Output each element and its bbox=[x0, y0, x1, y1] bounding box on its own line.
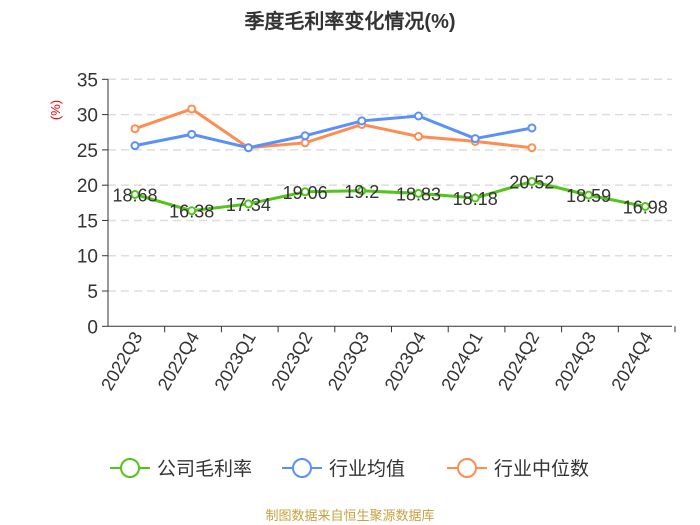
data-label: 19.06 bbox=[283, 183, 328, 203]
series-line bbox=[134, 107, 533, 150]
data-point bbox=[243, 143, 253, 153]
data-label: 17.34 bbox=[226, 195, 271, 215]
data-point bbox=[130, 141, 140, 151]
footer-source: 制图数据来自恒生聚源数据库 bbox=[265, 508, 434, 523]
legend-label[interactable]: 公司毛利率 bbox=[157, 458, 252, 480]
x-tick-label: 2022Q4 bbox=[154, 328, 203, 393]
data-point bbox=[584, 190, 594, 200]
y-tick-label: 0 bbox=[87, 317, 98, 338]
y-tick-label: 10 bbox=[77, 247, 98, 268]
data-point bbox=[527, 176, 537, 186]
data-label: 20.52 bbox=[509, 172, 554, 192]
x-tick-label: 2023Q1 bbox=[211, 328, 260, 393]
data-label: 16.98 bbox=[623, 197, 668, 217]
legend-label[interactable]: 行业均值 bbox=[329, 458, 405, 480]
data-label: 18.83 bbox=[396, 184, 441, 204]
data-point bbox=[414, 188, 423, 198]
y-tick-label: 35 bbox=[77, 70, 98, 91]
y-tick-label: 30 bbox=[77, 106, 98, 127]
y-tick-label: 15 bbox=[77, 211, 98, 232]
legend-label[interactable]: 行业中位数 bbox=[494, 458, 589, 480]
legend-swatch-marker bbox=[120, 458, 140, 478]
data-point bbox=[527, 123, 537, 133]
data-point bbox=[130, 124, 140, 134]
data-point bbox=[470, 193, 480, 203]
data-point bbox=[300, 138, 310, 148]
data-label: 18.59 bbox=[566, 186, 611, 206]
data-label: 19.2 bbox=[344, 182, 379, 202]
y-tick-label: 25 bbox=[77, 141, 98, 162]
data-point bbox=[187, 104, 197, 114]
data-point bbox=[130, 189, 140, 199]
series-line bbox=[134, 179, 646, 213]
data-point bbox=[414, 111, 423, 121]
data-point bbox=[640, 201, 650, 211]
data-point bbox=[527, 143, 537, 153]
y-tick-label: 20 bbox=[77, 176, 98, 197]
y-axis-label: (%) bbox=[48, 100, 63, 120]
data-point bbox=[470, 134, 480, 144]
x-tick-label: 2023Q3 bbox=[324, 328, 373, 393]
y-tick-label: 5 bbox=[87, 282, 98, 303]
x-tick-label: 2024Q3 bbox=[551, 328, 600, 393]
series-line bbox=[134, 114, 533, 150]
x-tick-label: 2023Q2 bbox=[267, 328, 316, 393]
data-label: 18.68 bbox=[112, 185, 157, 205]
data-point bbox=[357, 186, 367, 196]
data-label: 18.18 bbox=[453, 189, 498, 209]
data-label: 16.38 bbox=[169, 202, 214, 222]
data-point bbox=[300, 131, 310, 141]
data-point bbox=[243, 199, 253, 209]
chart-title: 季度毛利率变化情况(%) bbox=[243, 9, 455, 33]
data-point bbox=[187, 206, 197, 216]
x-tick-label: 2024Q2 bbox=[494, 328, 543, 393]
data-point bbox=[414, 131, 423, 141]
x-tick-label: 2022Q3 bbox=[97, 328, 146, 393]
legend-swatch-marker bbox=[457, 458, 477, 478]
data-point bbox=[187, 129, 197, 139]
data-point bbox=[357, 116, 367, 126]
legend-swatch-marker bbox=[292, 458, 312, 478]
x-tick-label: 2024Q1 bbox=[437, 328, 486, 393]
x-tick-label: 2024Q4 bbox=[607, 328, 656, 393]
data-point bbox=[300, 187, 310, 197]
x-tick-label: 2023Q4 bbox=[381, 328, 430, 393]
